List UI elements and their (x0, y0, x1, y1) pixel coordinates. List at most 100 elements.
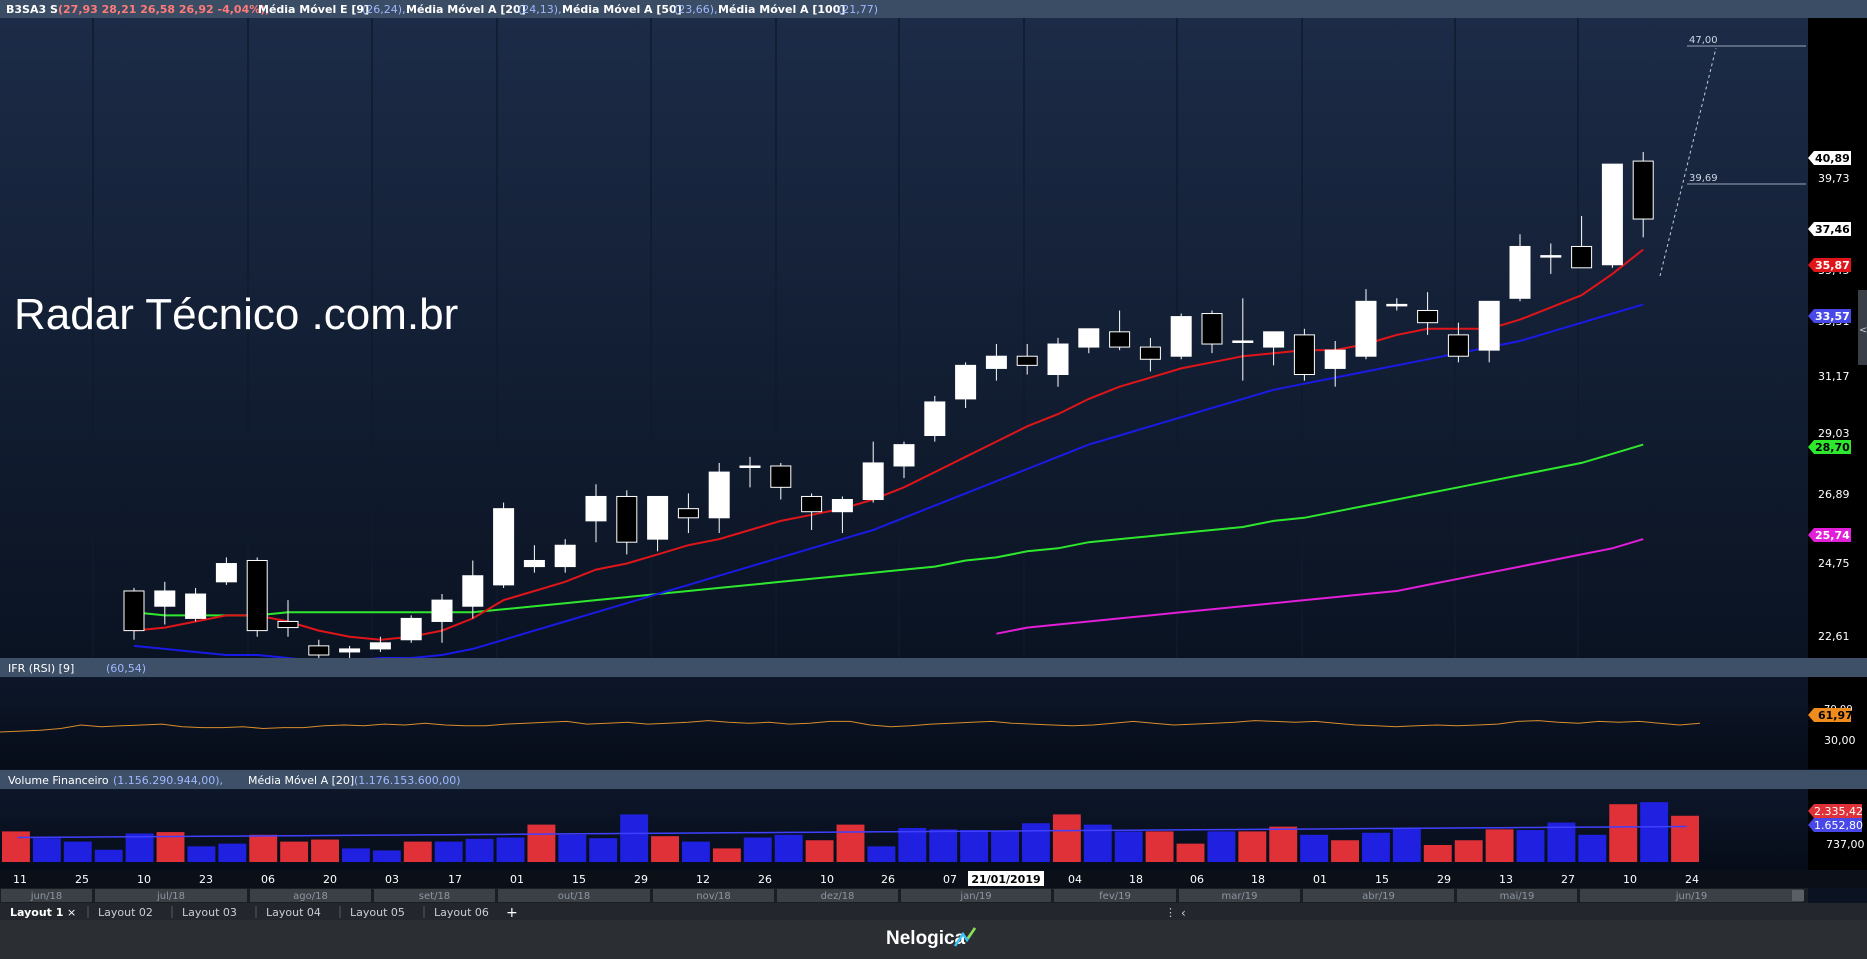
month-label: abr/19 (1362, 891, 1395, 902)
volume-name: Volume Financeiro (8, 774, 109, 787)
month-cell (653, 889, 774, 902)
volume-bar (867, 846, 896, 862)
candle-body (523, 559, 545, 568)
date-tick-label: 18 (1129, 873, 1143, 886)
date-tick-label: 10 (137, 873, 151, 886)
candle-body (862, 462, 884, 501)
candle-body (1263, 331, 1285, 348)
candle (862, 441, 884, 503)
side-panel-toggle[interactable] (1858, 290, 1867, 365)
volume-bar (94, 849, 123, 862)
add-tab-icon[interactable]: + (506, 905, 518, 921)
layout-tab[interactable]: Layout 05 (350, 906, 405, 919)
volume-bar (898, 828, 927, 862)
volume-bar (1609, 804, 1638, 862)
price-tick-label: 39,73 (1818, 172, 1850, 185)
candle (801, 493, 823, 530)
layout-tab[interactable]: Layout 03 (182, 906, 237, 919)
price-tick-label: 29,03 (1818, 427, 1850, 440)
date-tick-label: 06 (1190, 873, 1204, 886)
volume-bar (682, 841, 710, 862)
month-cell (374, 889, 495, 902)
candle (647, 495, 669, 552)
candle (1478, 300, 1500, 363)
candle (1201, 310, 1223, 354)
layout-tab[interactable]: Layout 1 (10, 906, 63, 919)
candle-body (277, 620, 299, 629)
month-cell (1580, 889, 1803, 902)
candle (1139, 337, 1161, 372)
candle (154, 581, 176, 625)
candle (1047, 337, 1069, 387)
volume-bar (1362, 832, 1390, 862)
price-tag (1808, 151, 1851, 165)
scroll-left-icon[interactable]: ‹ (1181, 906, 1186, 920)
month-label: jun/19 (1675, 891, 1708, 902)
volume-bar (1300, 834, 1329, 862)
candle (1386, 298, 1408, 311)
layout-tab[interactable]: Layout 06 (434, 906, 489, 919)
date-tick-label: 27 (1561, 873, 1575, 886)
candle-body (1571, 245, 1593, 269)
price-tick-label: 24,75 (1818, 557, 1850, 570)
price-tag (1808, 222, 1851, 236)
price-tag (1808, 528, 1851, 542)
rsi-value: (60,54) (106, 662, 146, 675)
candle (431, 594, 453, 643)
volume-bar (1145, 831, 1174, 862)
date-tick-label: 25 (75, 873, 89, 886)
volume-bar (342, 848, 370, 862)
volume-bar (527, 824, 556, 862)
volume-bar (1454, 840, 1483, 862)
layout-tab[interactable]: Layout 02 (98, 906, 153, 919)
volume-bar (465, 838, 494, 862)
volume-bar (1269, 826, 1298, 862)
ind3-name: Média Móvel A [50] (562, 3, 682, 16)
candle-body (1540, 255, 1562, 258)
volume-bar (836, 824, 865, 862)
volume-bar (589, 838, 618, 862)
candle (1016, 344, 1038, 375)
candle-body (308, 645, 330, 656)
month-cell (95, 889, 247, 902)
scroll-thumb[interactable] (1792, 890, 1804, 901)
candle (955, 362, 977, 409)
volume-tag-label: 2.335,42 (1814, 805, 1863, 818)
date-tick-label: 10 (820, 873, 834, 886)
candle (123, 587, 145, 640)
candle (616, 490, 638, 555)
close-tab-icon[interactable]: × (67, 906, 76, 919)
price-tag-label: 25,74 (1815, 529, 1850, 542)
candle (1170, 313, 1192, 360)
volume-bar (249, 834, 278, 862)
footer (0, 920, 1867, 959)
chevron-left-icon[interactable]: < (1859, 325, 1867, 336)
candle-body (955, 364, 977, 400)
month-cell (1054, 889, 1176, 902)
price-tag-label: 35,87 (1815, 259, 1850, 272)
candle-body (1016, 355, 1038, 366)
candle (585, 484, 607, 543)
nelogica-logo-accent-icon (966, 927, 977, 939)
candle (677, 493, 699, 534)
date-tick-label: 15 (572, 873, 586, 886)
volume-bar (1671, 815, 1699, 862)
volume-bar (218, 843, 247, 862)
candle-body (1293, 334, 1315, 376)
candle (708, 462, 730, 534)
volume-tag (1808, 804, 1862, 818)
candle-body (1047, 343, 1069, 376)
candle-body (369, 642, 391, 650)
price-tag (1808, 440, 1851, 454)
candle-body (924, 401, 946, 436)
volume-bar (311, 839, 339, 862)
candle-body (215, 563, 237, 583)
candle (277, 600, 299, 637)
candle-body (831, 499, 853, 513)
candle-body (708, 471, 730, 519)
volume-bar (1176, 843, 1205, 862)
month-label: set/18 (419, 891, 450, 902)
more-icon[interactable]: ⋮ (1165, 906, 1176, 919)
layout-tab[interactable]: Layout 04 (266, 906, 321, 919)
candle-body (770, 465, 792, 488)
